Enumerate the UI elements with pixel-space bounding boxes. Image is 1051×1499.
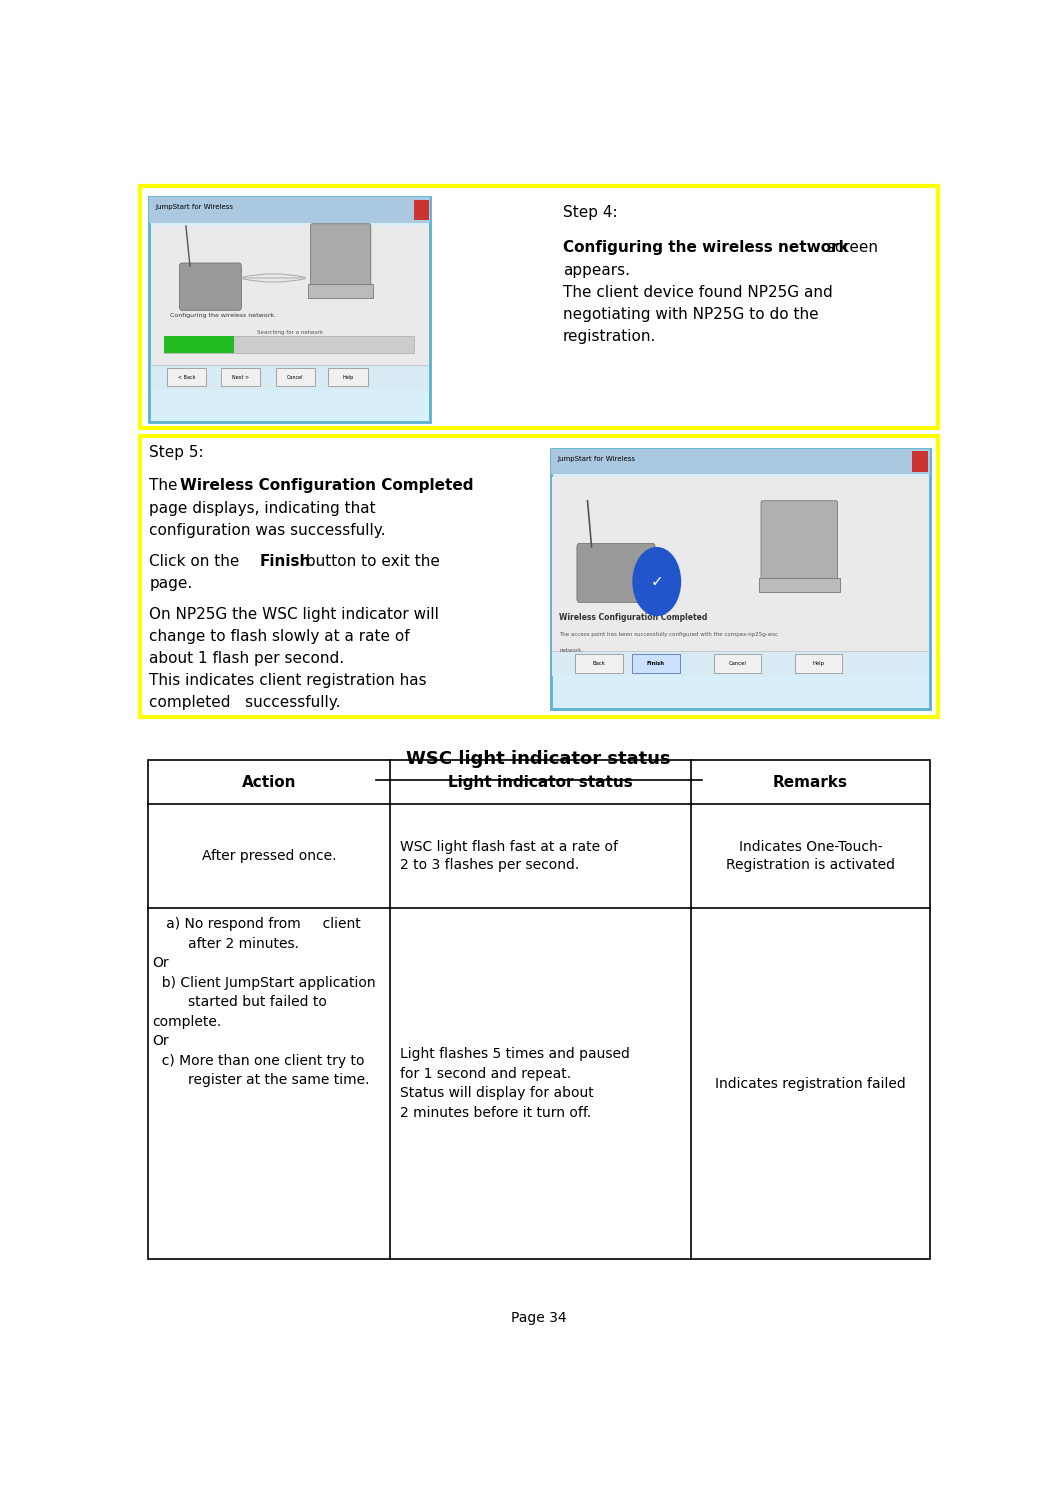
FancyBboxPatch shape xyxy=(761,501,838,585)
Text: page.: page. xyxy=(149,576,192,591)
Text: configuration was successfully.: configuration was successfully. xyxy=(149,523,386,538)
Text: This indicates client registration has: This indicates client registration has xyxy=(149,673,427,688)
Text: completed   successfully.: completed successfully. xyxy=(149,694,341,709)
Text: Cancel: Cancel xyxy=(287,375,304,379)
Text: page displays, indicating that: page displays, indicating that xyxy=(149,501,376,516)
Text: The client device found NP25G and: The client device found NP25G and xyxy=(563,285,832,300)
Text: Remarks: Remarks xyxy=(772,775,848,790)
Circle shape xyxy=(633,547,681,616)
FancyBboxPatch shape xyxy=(180,262,242,310)
Bar xyxy=(575,654,622,673)
Bar xyxy=(167,369,206,387)
Bar xyxy=(164,336,234,352)
Text: Light flashes 5 times and paused
for 1 second and repeat.
Status will display fo: Light flashes 5 times and paused for 1 s… xyxy=(399,1048,630,1120)
Text: Indicates registration failed: Indicates registration failed xyxy=(715,1076,906,1091)
Text: about 1 flash per second.: about 1 flash per second. xyxy=(149,651,345,666)
Bar xyxy=(147,760,930,1259)
Text: Light indicator status: Light indicator status xyxy=(448,775,633,790)
Text: Help: Help xyxy=(343,375,354,379)
Bar xyxy=(275,369,314,387)
Text: After pressed once.: After pressed once. xyxy=(202,850,336,863)
Bar xyxy=(140,436,937,717)
Bar xyxy=(151,225,429,390)
Bar xyxy=(221,369,260,387)
Bar xyxy=(164,336,414,352)
Text: Page 34: Page 34 xyxy=(511,1312,566,1325)
Text: registration.: registration. xyxy=(563,328,657,343)
Text: Finish: Finish xyxy=(647,661,665,666)
Text: ✓: ✓ xyxy=(651,574,663,589)
Text: a) No respond from     client
        after 2 minutes.
Or
  b) Client JumpStart : a) No respond from client after 2 minute… xyxy=(152,917,375,1087)
Bar xyxy=(759,579,840,592)
Text: Finish: Finish xyxy=(260,553,311,568)
Text: appears.: appears. xyxy=(563,262,630,277)
Bar xyxy=(553,651,928,676)
Text: network.: network. xyxy=(559,649,583,654)
Bar xyxy=(140,186,937,429)
Text: < Back: < Back xyxy=(178,375,195,379)
Text: Indicates One-Touch-
Registration is activated: Indicates One-Touch- Registration is act… xyxy=(726,839,894,872)
Bar xyxy=(633,654,680,673)
Bar xyxy=(149,198,430,423)
Text: negotiating with NP25G to do the: negotiating with NP25G to do the xyxy=(563,307,819,322)
Text: Help: Help xyxy=(812,661,825,666)
Text: Cancel: Cancel xyxy=(728,661,746,666)
Bar xyxy=(308,283,373,298)
Bar xyxy=(551,448,930,474)
Text: WSC light flash fast at a rate of
2 to 3 flashes per second.: WSC light flash fast at a rate of 2 to 3… xyxy=(399,839,618,872)
Text: change to flash slowly at a rate of: change to flash slowly at a rate of xyxy=(149,630,410,645)
Bar xyxy=(714,654,761,673)
Text: screen: screen xyxy=(822,240,878,255)
Bar xyxy=(911,451,928,472)
Text: Configuring the wireless network: Configuring the wireless network xyxy=(563,240,849,255)
Bar xyxy=(414,199,429,220)
Text: Step 5:: Step 5: xyxy=(149,445,204,460)
Text: Searching for a network: Searching for a network xyxy=(256,330,323,334)
Bar xyxy=(796,654,843,673)
Text: WSC light indicator status: WSC light indicator status xyxy=(407,750,671,767)
Bar xyxy=(151,364,429,390)
Text: The access point has been successfully configured with the compex-np25g-wsc: The access point has been successfully c… xyxy=(559,633,778,637)
Bar xyxy=(551,448,930,709)
Bar xyxy=(149,198,430,222)
Text: Step 4:: Step 4: xyxy=(563,205,618,220)
FancyBboxPatch shape xyxy=(311,223,371,292)
Text: Configuring the wireless network.: Configuring the wireless network. xyxy=(169,313,275,318)
Bar xyxy=(329,369,368,387)
Text: JumpStart for Wireless: JumpStart for Wireless xyxy=(156,204,233,210)
Text: Click on the: Click on the xyxy=(149,553,245,568)
Text: button to exit the: button to exit the xyxy=(301,553,439,568)
Text: On NP25G the WSC light indicator will: On NP25G the WSC light indicator will xyxy=(149,607,439,622)
Text: Back: Back xyxy=(593,661,605,666)
Text: Wireless Configuration Completed: Wireless Configuration Completed xyxy=(181,478,474,493)
Text: Action: Action xyxy=(242,775,296,790)
Text: Wireless Configuration Completed: Wireless Configuration Completed xyxy=(559,613,707,622)
Text: Next >: Next > xyxy=(232,375,249,379)
Text: The: The xyxy=(149,478,183,493)
Bar xyxy=(553,477,928,676)
Text: JumpStart for Wireless: JumpStart for Wireless xyxy=(557,456,636,462)
FancyBboxPatch shape xyxy=(577,544,655,603)
